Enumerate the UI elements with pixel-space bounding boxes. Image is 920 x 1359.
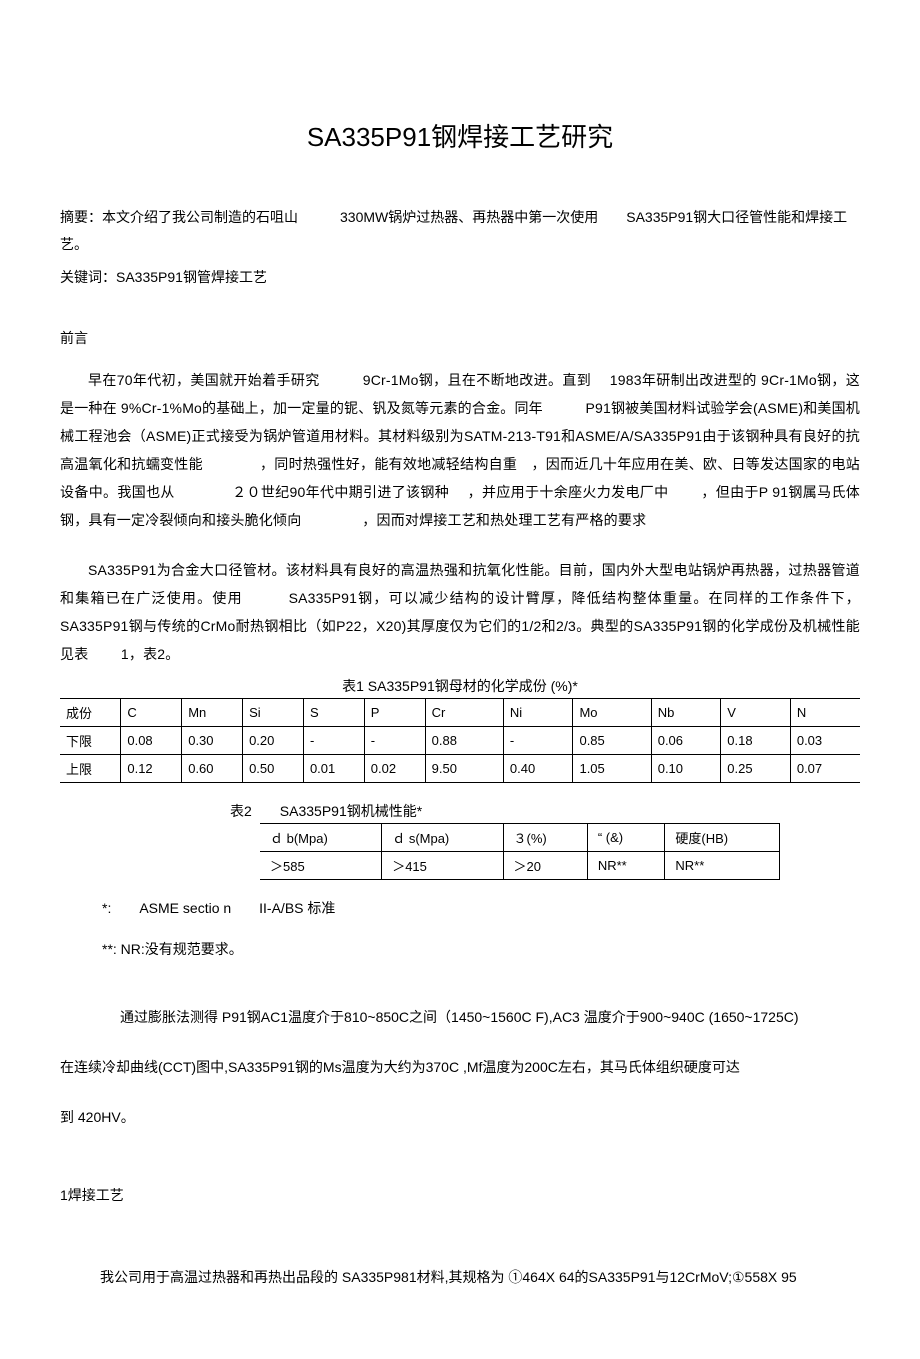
table2-cell: NR** (665, 852, 780, 880)
footnote-1: *: ASME sectio n II-A/BS 标准 (102, 896, 860, 921)
table1-header-cell: S (303, 699, 364, 727)
table1-cell: 0.20 (243, 727, 304, 755)
paragraph-3: 通过膨胀法测得 P91钢AC1温度介于810~850C之间（1450~1560C… (60, 1003, 860, 1031)
table1-cell: - (503, 727, 573, 755)
preface-heading: 前言 (60, 328, 860, 348)
keywords: 关键词：SA335P91钢管焊接工艺 (60, 264, 860, 291)
table1-header-cell: P (364, 699, 425, 727)
paragraph-5: 到 420HV。 (60, 1103, 860, 1131)
table1-cell: 0.07 (790, 755, 860, 783)
table2-cell: NR** (587, 852, 665, 880)
table1-cell: 0.08 (121, 727, 182, 755)
table1-header-cell: V (721, 699, 791, 727)
table1-header-cell: Mn (182, 699, 243, 727)
page-title: SA335P91钢焊接工艺研究 (60, 117, 860, 154)
table1-cell: 0.18 (721, 727, 791, 755)
table2-header-cell: “ (&) (587, 824, 665, 852)
table1-cell: 0.02 (364, 755, 425, 783)
table1-cell: - (303, 727, 364, 755)
table-chemical-composition: 成份CMnSiSPCrNiMoNbVN下限0.080.300.20--0.88-… (60, 698, 860, 783)
table1-cell: 0.06 (651, 727, 721, 755)
table1-header-cell: 成份 (60, 699, 121, 727)
table1-cell: 下限 (60, 727, 121, 755)
table1-header-cell: Si (243, 699, 304, 727)
table-mechanical-properties: ｄ b(Mpa)ｄ s(Mpa)３(%)“ (&)硬度(HB) ＞585＞415＞… (260, 823, 780, 880)
table2-caption: 表2 SA335P91钢机械性能* (60, 801, 860, 821)
table1-body: 成份CMnSiSPCrNiMoNbVN下限0.080.300.20--0.88-… (60, 699, 860, 783)
table1-cell: 上限 (60, 755, 121, 783)
table1-header-cell: Mo (573, 699, 651, 727)
document-page: SA335P91钢焊接工艺研究 摘要：本文介绍了我公司制造的石咀山 330MW锅… (0, 0, 920, 1359)
table1-cell: 0.10 (651, 755, 721, 783)
table1-header-cell: Nb (651, 699, 721, 727)
table1-cell: 0.85 (573, 727, 651, 755)
abstract-label: 摘要： (60, 209, 102, 225)
footnote-2: **: NR:没有规范要求。 (102, 937, 860, 962)
table1-cell: 0.30 (182, 727, 243, 755)
table1-cell: 0.40 (503, 755, 573, 783)
table2-cell: ＞415 (382, 852, 503, 880)
table2-body: ｄ b(Mpa)ｄ s(Mpa)３(%)“ (&)硬度(HB) ＞585＞415＞… (260, 824, 780, 880)
table2-header-cell: ｄ s(Mpa) (382, 824, 503, 852)
table1-cell: - (364, 727, 425, 755)
paragraph-4: 在连续冷却曲线(CCT)图中,SA335P91钢的Ms温度为大约为370C ,M… (60, 1053, 860, 1081)
table2-header-cell: ｄ b(Mpa) (260, 824, 382, 852)
paragraph-2: SA335P91为合金大口径管材。该材料具有良好的高温热强和抗氧化性能。目前，国… (60, 556, 860, 668)
table1-cell: 0.25 (721, 755, 791, 783)
table1-cell: 0.50 (243, 755, 304, 783)
table2-cell: ＞585 (260, 852, 382, 880)
paragraph-1: 早在70年代初，美国就开始着手研究 9Cr-1Mo钢，且在不断地改进。直到 19… (60, 366, 860, 534)
abstract: 摘要：本文介绍了我公司制造的石咀山 330MW锅炉过热器、再热器中第一次使用 S… (60, 204, 860, 257)
table1-cell: 1.05 (573, 755, 651, 783)
table1-header-cell: C (121, 699, 182, 727)
table1-cell: 9.50 (425, 755, 503, 783)
table2-header-cell: ３(%) (503, 824, 587, 852)
table1-cell: 0.03 (790, 727, 860, 755)
abstract-text: 本文介绍了我公司制造的石咀山 330MW锅炉过热器、再热器中第一次使用 SA33… (60, 209, 847, 252)
keywords-text: SA335P91钢管焊接工艺 (116, 269, 267, 285)
table1-cell: 0.60 (182, 755, 243, 783)
table1-cell: 0.12 (121, 755, 182, 783)
table2-header-cell: 硬度(HB) (665, 824, 780, 852)
keywords-label: 关键词： (60, 269, 116, 285)
section-1-heading: 1焊接工艺 (60, 1185, 860, 1205)
table2-cell: ＞20 (503, 852, 587, 880)
table1-header-cell: Cr (425, 699, 503, 727)
table1-cell: 0.88 (425, 727, 503, 755)
table1-caption: 表1 SA335P91钢母材的化学成份 (%)* (60, 676, 860, 696)
table1-header-cell: N (790, 699, 860, 727)
table1-cell: 0.01 (303, 755, 364, 783)
paragraph-6: 我公司用于高温过热器和再热出品段的 SA335P981材料,其规格为 ①464X… (60, 1263, 860, 1291)
table1-header-cell: Ni (503, 699, 573, 727)
